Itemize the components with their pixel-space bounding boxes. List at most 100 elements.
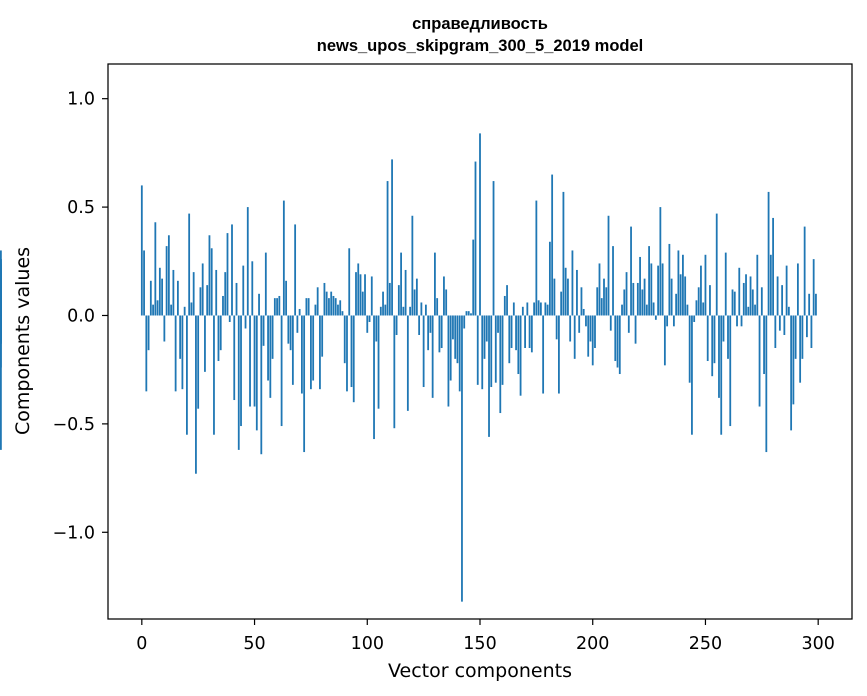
bar bbox=[704, 254, 707, 316]
bar bbox=[386, 181, 389, 316]
bar bbox=[282, 200, 285, 316]
bar bbox=[375, 315, 378, 342]
bar bbox=[461, 315, 463, 602]
bar bbox=[524, 315, 526, 348]
bar bbox=[176, 280, 179, 316]
bar bbox=[711, 315, 714, 377]
bar bbox=[355, 272, 357, 316]
bar bbox=[391, 159, 393, 316]
bar bbox=[605, 287, 608, 316]
bar bbox=[377, 315, 380, 409]
bar bbox=[249, 315, 251, 407]
bar bbox=[702, 302, 705, 316]
bar bbox=[312, 315, 315, 381]
y-tick-label: 1.0 bbox=[67, 90, 95, 110]
bar bbox=[368, 315, 371, 322]
bar bbox=[298, 308, 301, 316]
bar bbox=[364, 274, 366, 316]
bar bbox=[316, 287, 319, 316]
bar bbox=[742, 282, 745, 316]
y-tick-label: −0.5 bbox=[53, 415, 96, 435]
bar bbox=[634, 315, 637, 344]
bar bbox=[722, 315, 725, 342]
bar bbox=[666, 315, 669, 327]
bar bbox=[682, 254, 684, 316]
bar bbox=[181, 315, 184, 390]
bar bbox=[785, 265, 788, 316]
bar bbox=[476, 315, 479, 385]
bar bbox=[533, 302, 536, 316]
bar bbox=[255, 315, 258, 431]
bar bbox=[404, 269, 407, 316]
bar bbox=[544, 302, 547, 316]
bar bbox=[776, 276, 779, 316]
bar bbox=[582, 308, 585, 316]
bar bbox=[672, 315, 675, 327]
bar bbox=[323, 282, 326, 316]
bar bbox=[774, 315, 777, 348]
bar bbox=[693, 315, 696, 322]
bar bbox=[438, 315, 441, 353]
bar bbox=[481, 315, 484, 390]
bar bbox=[402, 306, 405, 316]
bar bbox=[745, 274, 747, 316]
bar bbox=[251, 261, 254, 316]
bar bbox=[641, 289, 644, 316]
bar bbox=[463, 315, 466, 329]
bar bbox=[587, 315, 590, 357]
bar bbox=[535, 200, 538, 316]
bar bbox=[397, 285, 400, 316]
bar bbox=[467, 311, 470, 316]
y-axis: 1.0 0.5 0.0 −0.5 −1.0 bbox=[53, 90, 108, 543]
bar bbox=[149, 280, 152, 316]
bar bbox=[373, 315, 375, 440]
bar bbox=[796, 263, 799, 316]
bar bbox=[521, 306, 524, 316]
bar bbox=[501, 315, 504, 385]
bar bbox=[188, 213, 191, 316]
bar bbox=[472, 239, 475, 316]
bar bbox=[675, 293, 678, 316]
bar bbox=[264, 252, 267, 316]
bar bbox=[235, 282, 238, 316]
bar bbox=[706, 315, 709, 362]
bar bbox=[174, 315, 177, 392]
bar bbox=[321, 315, 324, 357]
bar bbox=[291, 315, 294, 385]
bar bbox=[382, 291, 384, 316]
bar bbox=[494, 315, 497, 383]
bar bbox=[560, 291, 563, 316]
bar bbox=[285, 280, 288, 316]
bar bbox=[562, 191, 565, 316]
bar bbox=[623, 289, 626, 316]
bar bbox=[339, 300, 342, 316]
bar bbox=[740, 315, 743, 327]
x-tick-label: 0 bbox=[136, 634, 147, 654]
bar bbox=[267, 315, 269, 381]
bar bbox=[517, 315, 520, 375]
bar bbox=[686, 304, 689, 316]
bar bbox=[643, 278, 646, 316]
y-tick-label: −1.0 bbox=[53, 523, 96, 543]
bar bbox=[332, 295, 335, 316]
bar bbox=[208, 235, 211, 316]
bar bbox=[736, 315, 738, 327]
bar bbox=[276, 298, 278, 316]
bar bbox=[765, 315, 768, 453]
bar bbox=[452, 315, 454, 340]
bar bbox=[553, 278, 556, 316]
bar bbox=[204, 315, 206, 372]
bar bbox=[325, 291, 328, 316]
bar bbox=[492, 181, 495, 316]
bar bbox=[388, 282, 391, 316]
bar bbox=[778, 315, 781, 331]
bar bbox=[519, 315, 522, 396]
x-tick-label: 150 bbox=[463, 634, 496, 654]
bar bbox=[747, 306, 750, 316]
bar bbox=[406, 315, 409, 411]
bar bbox=[546, 304, 549, 316]
bar bbox=[314, 304, 317, 316]
bar bbox=[632, 282, 635, 316]
bar bbox=[758, 315, 761, 407]
bar bbox=[449, 315, 452, 381]
